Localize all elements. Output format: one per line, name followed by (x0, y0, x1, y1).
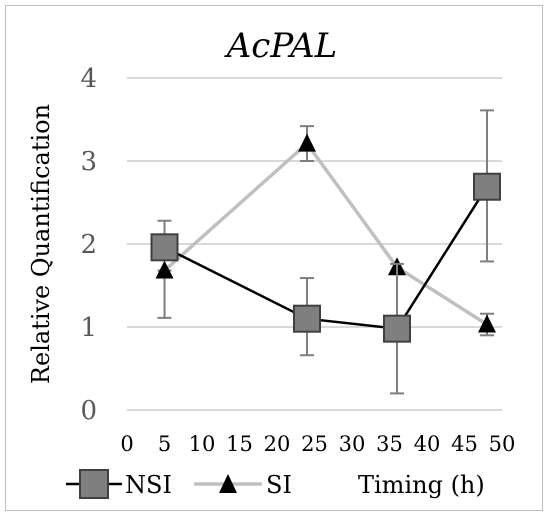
x-tick-label: 5 (158, 432, 171, 456)
si-line (163, 140, 488, 326)
x-tick-label: 40 (414, 432, 441, 456)
x-tick-label: 20 (264, 432, 291, 456)
series-si (155, 125, 496, 337)
si-point-marker (478, 314, 496, 333)
y-tick-label: 4 (80, 64, 97, 94)
x-tick-label: 0 (120, 432, 133, 456)
chart-title: AcPAL (224, 26, 337, 66)
x-tick-labels: 0 5 10 15 20 25 30 35 40 45 50 (120, 432, 515, 456)
x-tick-label: 45 (451, 432, 478, 456)
y-tick-label: 2 (80, 230, 97, 260)
si-point-marker (155, 260, 174, 279)
nsi-point-marker (473, 172, 501, 201)
si-point-marker (298, 133, 316, 152)
x-tick-label: 35 (376, 432, 403, 456)
legend: NSI SI Timing (h) (66, 469, 485, 499)
x-axis-label: Timing (h) (358, 471, 485, 499)
series-nsi (150, 109, 501, 395)
x-tick-label: 25 (301, 432, 328, 456)
legend-nsi-square-icon (79, 469, 109, 499)
x-tick-label: 15 (226, 432, 253, 456)
series-layer (150, 109, 501, 395)
nsi-point-marker (383, 314, 411, 343)
nsi-point-marker (293, 304, 321, 333)
y-tick-label: 3 (80, 147, 97, 177)
legend-si-triangle-icon (219, 474, 237, 493)
nsi-line (163, 186, 489, 330)
x-tick-label: 10 (189, 432, 216, 456)
x-tick-label: 30 (339, 432, 366, 456)
y-tick-label: 0 (80, 396, 97, 426)
legend-nsi-label: NSI (125, 471, 172, 499)
gridlines (127, 77, 502, 411)
chart-frame (5, 5, 543, 511)
y-tick-label: 1 (80, 313, 97, 343)
y-axis-label: Relative Quantification (27, 104, 55, 384)
legend-si-label: SI (266, 471, 292, 499)
nsi-point-marker (150, 233, 179, 262)
x-tick-label: 50 (489, 432, 516, 456)
y-tick-labels: 0 1 2 3 4 (80, 64, 97, 426)
